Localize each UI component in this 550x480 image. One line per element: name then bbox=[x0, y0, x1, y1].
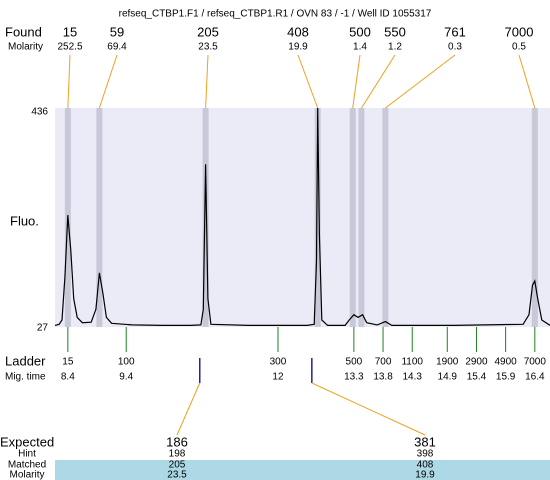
hint-label: Hint bbox=[18, 449, 36, 460]
found-connector bbox=[98, 54, 118, 109]
peak-band bbox=[96, 108, 103, 327]
expected-molarity: 23.5 bbox=[167, 470, 187, 480]
found-connector bbox=[67, 54, 71, 109]
ladder-time: 8.4 bbox=[61, 372, 75, 383]
ladder-time: 15.4 bbox=[467, 372, 487, 383]
ladder-size: 500 bbox=[346, 357, 363, 368]
matched-value: 408 bbox=[417, 460, 434, 471]
found-molarity: 1.2 bbox=[388, 42, 402, 53]
ladder-time: 15.9 bbox=[496, 372, 516, 383]
found-molarity: 0.5 bbox=[512, 42, 526, 53]
found-connector bbox=[205, 54, 209, 109]
found-connector bbox=[297, 54, 319, 109]
peak-band bbox=[349, 108, 356, 327]
found-connector bbox=[518, 54, 536, 109]
found-molarity: 252.5 bbox=[57, 42, 82, 53]
peak-band bbox=[358, 108, 365, 327]
peak-band bbox=[314, 108, 321, 327]
found-size: 205 bbox=[197, 24, 219, 39]
trace bbox=[54, 107, 550, 326]
found-molarity: 69.4 bbox=[107, 42, 127, 53]
hint-value: 398 bbox=[417, 449, 434, 460]
matched-value: 205 bbox=[169, 460, 186, 471]
title: refseq_CTBP1.F1 / refseq_CTBP1.R1 / OVN … bbox=[119, 9, 432, 20]
molarity-label: Molarity bbox=[8, 42, 43, 53]
expected-connector bbox=[176, 382, 201, 436]
peak-band bbox=[531, 108, 538, 327]
plot-area bbox=[55, 108, 550, 327]
found-molarity: 0.3 bbox=[448, 42, 462, 53]
peak-band bbox=[202, 108, 209, 327]
found-size: 550 bbox=[384, 24, 406, 39]
ladder-size: 15 bbox=[62, 357, 74, 368]
ladder-size: 7000 bbox=[524, 357, 547, 368]
found-size: 7000 bbox=[505, 24, 534, 39]
found-connector bbox=[361, 54, 396, 109]
expected-molarity-label: Molarity bbox=[9, 470, 44, 480]
ladder-size: 300 bbox=[270, 357, 287, 368]
expected-molarity: 19.9 bbox=[415, 470, 435, 480]
y-tick-label: 436 bbox=[31, 107, 48, 118]
found-size: 408 bbox=[287, 24, 309, 39]
found-molarity: 19.9 bbox=[288, 42, 308, 53]
found-molarity: 1.4 bbox=[353, 42, 367, 53]
ladder-time: 9.4 bbox=[119, 372, 133, 383]
found-size: 59 bbox=[110, 24, 124, 39]
found-connector bbox=[352, 54, 361, 109]
expected-connector bbox=[311, 382, 426, 436]
found-molarity: 23.5 bbox=[198, 42, 218, 53]
expected-label: Expected bbox=[0, 434, 54, 449]
ladder-time: 14.3 bbox=[403, 372, 423, 383]
found-connector bbox=[385, 54, 456, 109]
matched-background bbox=[55, 460, 550, 480]
ladder-time: 16.4 bbox=[525, 372, 545, 383]
matched-label: Matched bbox=[8, 460, 46, 471]
found-size: 15 bbox=[63, 24, 77, 39]
hint-value: 198 bbox=[169, 449, 186, 460]
peak-band bbox=[382, 108, 389, 327]
ladder-size: 4900 bbox=[495, 357, 518, 368]
ladder-size: 100 bbox=[118, 357, 135, 368]
y-tick-label: 27 bbox=[37, 323, 49, 334]
found-size: 500 bbox=[349, 24, 371, 39]
mig-time-label: Mig. time bbox=[5, 372, 46, 383]
expected-size: 186 bbox=[166, 434, 188, 449]
y-label: Fluo. bbox=[10, 213, 39, 228]
ladder-label: Ladder bbox=[5, 353, 46, 368]
ladder-size: 2900 bbox=[465, 357, 488, 368]
ladder-size: 700 bbox=[375, 357, 392, 368]
ladder-size: 1900 bbox=[436, 357, 459, 368]
found-label: Found bbox=[5, 24, 42, 39]
ladder-time: 14.9 bbox=[438, 372, 458, 383]
ladder-time: 13.8 bbox=[373, 372, 393, 383]
ladder-time: 13.3 bbox=[344, 372, 364, 383]
ladder-time: 12 bbox=[272, 372, 284, 383]
expected-size: 381 bbox=[414, 434, 436, 449]
found-size: 761 bbox=[444, 24, 466, 39]
ladder-size: 1100 bbox=[401, 357, 423, 368]
